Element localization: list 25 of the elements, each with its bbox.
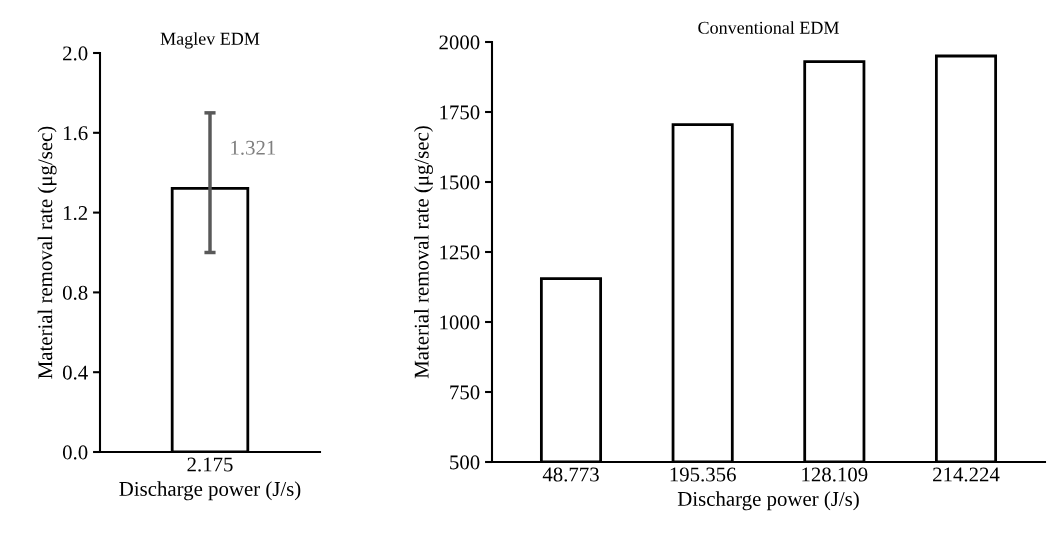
y-tick-label: 1.2 — [63, 206, 88, 221]
y-tick-label: 0.4 — [62, 365, 88, 380]
chart-title: Conventional EDM — [698, 21, 839, 34]
x-tick-label: 128.109 — [802, 467, 868, 482]
data-label: 1.321 — [231, 140, 276, 155]
chart-title: Maglev EDM — [160, 32, 260, 49]
y-tick-label: 750 — [450, 385, 480, 400]
y-axis-title: Material removal rate (μg/sec) — [414, 126, 433, 379]
y-tick-label: 2000 — [439, 35, 480, 50]
y-tick-label: 1750 — [440, 105, 480, 120]
y-tick-label: 0.0 — [62, 445, 88, 460]
x-tick-label: 2.175 — [187, 457, 233, 472]
y-tick-label: 1000 — [440, 315, 480, 330]
x-axis-title: Discharge power (J/s) — [119, 481, 301, 501]
y-tick-label: 2.0 — [63, 46, 88, 61]
x-tick-label: 195.356 — [670, 467, 736, 482]
y-tick-label: 500 — [450, 455, 480, 470]
x-axis-title: Discharge power (J/s) — [677, 491, 859, 511]
x-tick-label: 48.773 — [542, 467, 599, 482]
y-tick-label: 1500 — [440, 175, 480, 190]
y-tick-label: 1250 — [440, 245, 480, 260]
y-axis-title: Material removal rate (μg/sec) — [37, 126, 57, 379]
y-tick-label: 1.6 — [63, 126, 88, 141]
x-tick-label: 214.224 — [933, 467, 1000, 482]
y-tick-label: 0.8 — [62, 285, 88, 300]
